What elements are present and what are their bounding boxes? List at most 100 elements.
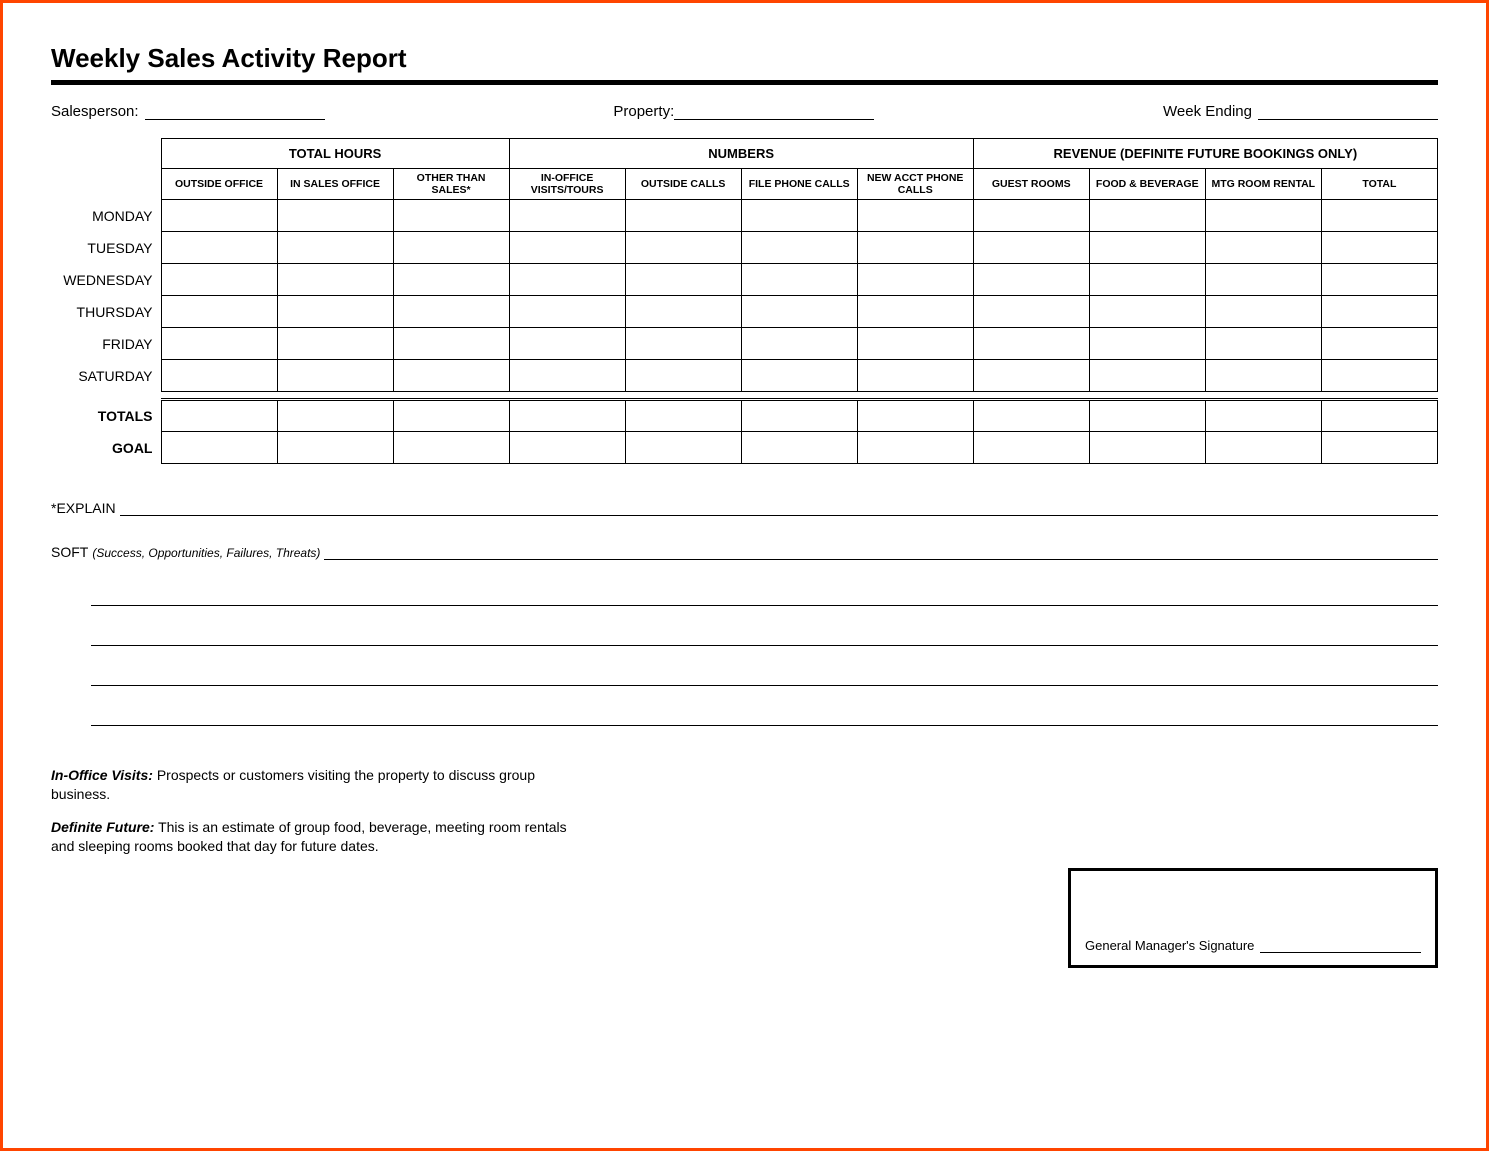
table-cell[interactable]: [277, 328, 393, 360]
table-cell[interactable]: [857, 232, 973, 264]
table-cell[interactable]: [625, 360, 741, 392]
table-cell[interactable]: [973, 264, 1089, 296]
table-cell[interactable]: [277, 432, 393, 464]
table-cell[interactable]: [1321, 400, 1437, 432]
table-cell[interactable]: [973, 328, 1089, 360]
table-cell[interactable]: [1321, 432, 1437, 464]
table-cell[interactable]: [741, 232, 857, 264]
table-cell[interactable]: [393, 328, 509, 360]
table-cell[interactable]: [973, 296, 1089, 328]
table-cell[interactable]: [741, 360, 857, 392]
table-cell[interactable]: [277, 200, 393, 232]
table-cell[interactable]: [1205, 200, 1321, 232]
table-cell[interactable]: [161, 400, 277, 432]
table-cell[interactable]: [509, 400, 625, 432]
week-ending-line[interactable]: [1258, 104, 1438, 120]
explain-rule[interactable]: [120, 502, 1438, 516]
table-cell[interactable]: [625, 432, 741, 464]
table-cell[interactable]: [161, 296, 277, 328]
table-cell[interactable]: [161, 200, 277, 232]
table-cell[interactable]: [1205, 232, 1321, 264]
table-cell[interactable]: [857, 432, 973, 464]
table-cell[interactable]: [741, 328, 857, 360]
table-cell[interactable]: [857, 400, 973, 432]
table-cell[interactable]: [1205, 432, 1321, 464]
table-cell[interactable]: [973, 400, 1089, 432]
table-cell[interactable]: [1321, 232, 1437, 264]
table-cell[interactable]: [161, 264, 277, 296]
table-cell[interactable]: [741, 264, 857, 296]
table-cell[interactable]: [857, 200, 973, 232]
blank-rule-2[interactable]: [91, 618, 1438, 646]
table-cell[interactable]: [1089, 296, 1205, 328]
def-definite-future: Definite Future: This is an estimate of …: [51, 818, 591, 856]
table-cell[interactable]: [625, 200, 741, 232]
table-cell[interactable]: [393, 400, 509, 432]
blank-rule-4[interactable]: [91, 698, 1438, 726]
blank-rule-3[interactable]: [91, 658, 1438, 686]
salesperson-line[interactable]: [145, 104, 325, 120]
table-cell[interactable]: [1321, 264, 1437, 296]
table-cell[interactable]: [277, 400, 393, 432]
table-cell[interactable]: [1321, 200, 1437, 232]
table-cell[interactable]: [625, 232, 741, 264]
table-cell[interactable]: [857, 328, 973, 360]
table-cell[interactable]: [1205, 360, 1321, 392]
table-cell[interactable]: [393, 432, 509, 464]
table-cell[interactable]: [1089, 432, 1205, 464]
table-cell[interactable]: [393, 360, 509, 392]
table-cell[interactable]: [741, 296, 857, 328]
property-line[interactable]: [674, 104, 874, 120]
table-cell[interactable]: [393, 232, 509, 264]
table-cell[interactable]: [1321, 328, 1437, 360]
table-cell[interactable]: [393, 264, 509, 296]
table-cell[interactable]: [741, 432, 857, 464]
table-cell[interactable]: [509, 432, 625, 464]
table-cell[interactable]: [741, 400, 857, 432]
table-cell[interactable]: [277, 232, 393, 264]
table-cell[interactable]: [1205, 264, 1321, 296]
table-cell[interactable]: [1205, 296, 1321, 328]
table-cell[interactable]: [1089, 400, 1205, 432]
table-cell[interactable]: [1321, 360, 1437, 392]
table-cell[interactable]: [509, 264, 625, 296]
table-cell[interactable]: [277, 360, 393, 392]
table-cell[interactable]: [973, 232, 1089, 264]
blank-rule-1[interactable]: [91, 578, 1438, 606]
table-cell[interactable]: [1089, 328, 1205, 360]
table-cell[interactable]: [973, 432, 1089, 464]
table-cell[interactable]: [857, 360, 973, 392]
table-cell[interactable]: [625, 400, 741, 432]
table-cell[interactable]: [1089, 232, 1205, 264]
table-cell[interactable]: [509, 360, 625, 392]
table-cell[interactable]: [1089, 264, 1205, 296]
table-cell[interactable]: [741, 200, 857, 232]
table-cell[interactable]: [1205, 400, 1321, 432]
table-cell[interactable]: [393, 296, 509, 328]
table-cell[interactable]: [973, 360, 1089, 392]
table-cell[interactable]: [973, 200, 1089, 232]
table-cell[interactable]: [161, 328, 277, 360]
table-cell[interactable]: [857, 296, 973, 328]
table-cell[interactable]: [509, 232, 625, 264]
table-cell[interactable]: [509, 296, 625, 328]
table-cell[interactable]: [277, 264, 393, 296]
table-cell[interactable]: [857, 264, 973, 296]
table-cell[interactable]: [1089, 360, 1205, 392]
signature-line[interactable]: [1260, 939, 1421, 953]
table-cell[interactable]: [625, 328, 741, 360]
table-cell[interactable]: [625, 296, 741, 328]
table-cell[interactable]: [1205, 328, 1321, 360]
table-cell[interactable]: [161, 360, 277, 392]
table-cell[interactable]: [1089, 200, 1205, 232]
row-label: MONDAY: [51, 200, 161, 232]
table-cell[interactable]: [509, 328, 625, 360]
table-cell[interactable]: [509, 200, 625, 232]
soft-rule[interactable]: [324, 546, 1438, 560]
table-cell[interactable]: [1321, 296, 1437, 328]
table-cell[interactable]: [161, 232, 277, 264]
table-cell[interactable]: [161, 432, 277, 464]
table-cell[interactable]: [393, 200, 509, 232]
table-cell[interactable]: [625, 264, 741, 296]
table-cell[interactable]: [277, 296, 393, 328]
